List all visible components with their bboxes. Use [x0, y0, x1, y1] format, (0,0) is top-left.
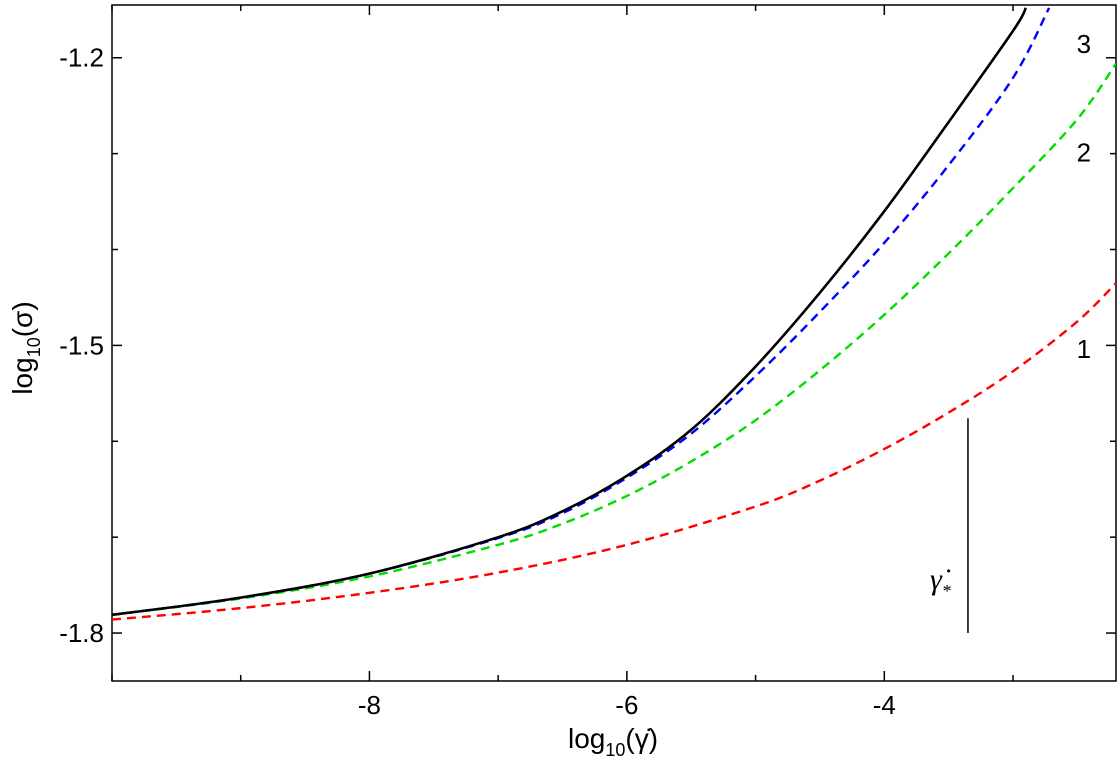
curve-label-2: 2	[1077, 137, 1091, 167]
tick-labels: -8 -6 -4 -1.2 -1.5 -1.8	[59, 43, 896, 720]
y-axis-label: log10(σ)	[7, 301, 44, 394]
x-axis-label-arg: (γ̇)	[625, 723, 658, 754]
x-tick-label: -4	[873, 690, 896, 720]
y-axis-label-base: log	[7, 357, 38, 394]
axis-ticks	[111, 5, 1116, 681]
gamma-star-annotation: γ̇*	[930, 418, 969, 634]
x-axis-label-sub: 10	[605, 740, 625, 760]
plot-area	[111, 4, 1117, 682]
y-axis-label-arg: (σ)	[7, 301, 38, 337]
y-axis-label-sub: 10	[24, 337, 44, 357]
x-axis-label-base: log	[568, 723, 605, 754]
curves	[112, 7, 1116, 621]
x-tick-label: -6	[615, 690, 638, 720]
x-tick-label: -8	[358, 690, 381, 720]
curve-solid	[112, 7, 1028, 617]
curve-label-1: 1	[1077, 334, 1091, 364]
curve-3	[112, 7, 1051, 616]
curve-2	[112, 62, 1116, 616]
curve-labels: 3 2 1	[1077, 29, 1091, 364]
gamma-star-label: γ̇*	[930, 563, 951, 601]
curve-1	[112, 282, 1116, 621]
gamma-star-subscript: *	[942, 581, 951, 601]
x-axis-label: log10(γ̇)	[568, 723, 658, 760]
y-tick-label: -1.5	[59, 330, 104, 360]
curve-label-3: 3	[1077, 29, 1091, 59]
y-tick-label: -1.8	[59, 618, 104, 648]
plot-border	[111, 4, 1117, 682]
y-tick-label: -1.2	[59, 43, 104, 73]
